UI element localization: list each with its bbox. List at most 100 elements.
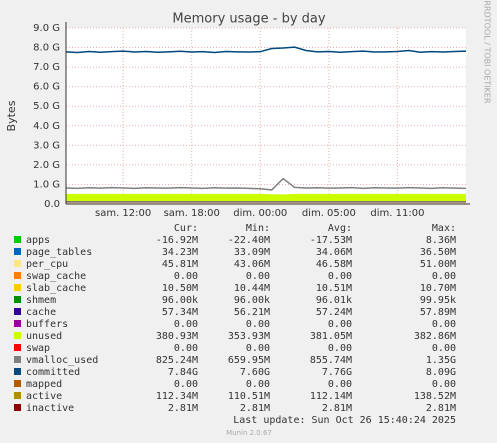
legend-stat: 51.00M: [420, 259, 456, 270]
legend-name: mapped: [26, 379, 62, 390]
legend-stat: 96.01k: [316, 295, 352, 306]
x-tick-label: dim. 05:00: [302, 208, 356, 219]
legend-stat: 0.00: [174, 319, 198, 330]
y-tick-label: 1.0 G: [33, 179, 60, 190]
legend-name: buffers: [26, 319, 68, 330]
stats-header: Min:: [246, 223, 270, 234]
legend-stat: 0.00: [432, 379, 456, 390]
legend-stat: 0.00: [328, 343, 352, 354]
legend-stat: 10.50M: [162, 283, 198, 294]
legend-swatch: [14, 368, 21, 375]
legend-swatch: [14, 404, 21, 411]
x-tick-label: dim. 00:00: [233, 208, 287, 219]
stats-header: Max:: [432, 223, 456, 234]
legend-stat: 34.23M: [162, 247, 198, 258]
legend-stat: 33.09M: [234, 247, 270, 258]
legend-stat: 10.70M: [420, 283, 456, 294]
legend-stat: 46.58M: [316, 259, 352, 270]
legend-swatch: [14, 308, 21, 315]
y-tick-label: 2.0 G: [33, 160, 60, 171]
legend-swatch: [14, 236, 21, 243]
stacked-area: [66, 202, 466, 204]
legend-stat: 0.00: [174, 379, 198, 390]
legend-stat: 659.95M: [228, 355, 270, 366]
legend-stat: 10.44M: [234, 283, 270, 294]
legend-name: shmem: [26, 295, 56, 306]
legend-stat: 2.81M: [168, 403, 198, 414]
legend-stat: 825.24M: [156, 355, 198, 366]
legend-swatch: [14, 248, 21, 255]
legend-name: per_cpu: [26, 259, 68, 270]
legend-stat: 43.06M: [234, 259, 270, 270]
y-tick-label: 0.0: [44, 199, 60, 210]
legend-stat: 7.76G: [322, 367, 352, 378]
legend-stat: 7.84G: [168, 367, 198, 378]
legend-stat: 8.36M: [426, 235, 456, 246]
legend-stat: 1.35G: [426, 355, 456, 366]
legend-stat: 0.00: [432, 343, 456, 354]
legend-stat: 382.86M: [414, 331, 456, 342]
legend-stat: 2.81M: [322, 403, 352, 414]
legend-name: unused: [26, 331, 62, 342]
legend-name: vmalloc_used: [26, 355, 98, 366]
legend-stat: 112.34M: [156, 391, 198, 402]
legend-stat: 0.00: [246, 379, 270, 390]
legend-stat: 0.00: [328, 319, 352, 330]
legend-stat: 0.00: [174, 343, 198, 354]
legend-swatch: [14, 332, 21, 339]
stats-header: Cur:: [174, 223, 198, 234]
legend-stat: 0.00: [328, 379, 352, 390]
series-line: [65, 177, 467, 191]
legend-stat: 2.81M: [426, 403, 456, 414]
y-tick-label: 3.0 G: [33, 140, 60, 151]
legend-name: swap: [26, 343, 50, 354]
legend-stat: 96.00k: [162, 295, 198, 306]
legend-stat: -16.92M: [156, 235, 198, 246]
legend-swatch: [14, 260, 21, 267]
legend-stat: 8.09G: [426, 367, 456, 378]
legend-swatch: [14, 320, 21, 327]
x-tick-label: sam. 12:00: [95, 208, 151, 219]
legend-stat: 0.00: [246, 319, 270, 330]
legend-swatch: [14, 392, 21, 399]
legend-swatch: [14, 296, 21, 303]
legend-name: slab_cache: [26, 283, 86, 294]
legend-stat: 0.00: [432, 271, 456, 282]
x-tick-label: dim. 11:00: [370, 208, 424, 219]
legend-name: swap_cache: [26, 271, 86, 282]
legend-stat: 36.50M: [420, 247, 456, 258]
legend-stat: 7.60G: [240, 367, 270, 378]
legend-stat: 57.89M: [420, 307, 456, 318]
legend-stat: 381.05M: [310, 331, 352, 342]
legend-stat: 34.06M: [316, 247, 352, 258]
y-tick-label: 9.0 G: [33, 23, 60, 34]
plot-area: [66, 28, 466, 204]
y-tick-label: 6.0 G: [33, 82, 60, 93]
legend-name: committed: [26, 367, 80, 378]
stacked-area: [66, 193, 466, 202]
legend-stat: -22.40M: [228, 235, 270, 246]
legend-swatch: [14, 272, 21, 279]
footer: Munin 2.0.67: [226, 429, 272, 437]
legend-name: page_tables: [26, 247, 92, 258]
chart-title: Memory usage - by day: [172, 12, 325, 27]
last-update: Last update: Sun Oct 26 15:40:24 2025: [233, 415, 456, 426]
legend-stat: 0.00: [246, 271, 270, 282]
legend-stat: 57.24M: [316, 307, 352, 318]
legend-stat: 10.51M: [316, 283, 352, 294]
legend-name: inactive: [26, 403, 74, 414]
legend-name: active: [26, 391, 62, 402]
x-tick-label: sam. 18:00: [164, 208, 220, 219]
legend-stat: -17.53M: [310, 235, 352, 246]
y-tick-label: 8.0 G: [33, 43, 60, 54]
legend-stat: 0.00: [246, 343, 270, 354]
stats-header: Avg:: [328, 223, 352, 234]
legend-stat: 353.93M: [228, 331, 270, 342]
legend-name: apps: [26, 235, 50, 246]
legend-swatch: [14, 284, 21, 291]
legend-stat: 380.93M: [156, 331, 198, 342]
side-note: RRDTOOL / TOBI OETIKER: [483, 0, 492, 103]
legend-stat: 57.34M: [162, 307, 198, 318]
legend-stat: 0.00: [174, 271, 198, 282]
stacked-area: [66, 201, 466, 203]
